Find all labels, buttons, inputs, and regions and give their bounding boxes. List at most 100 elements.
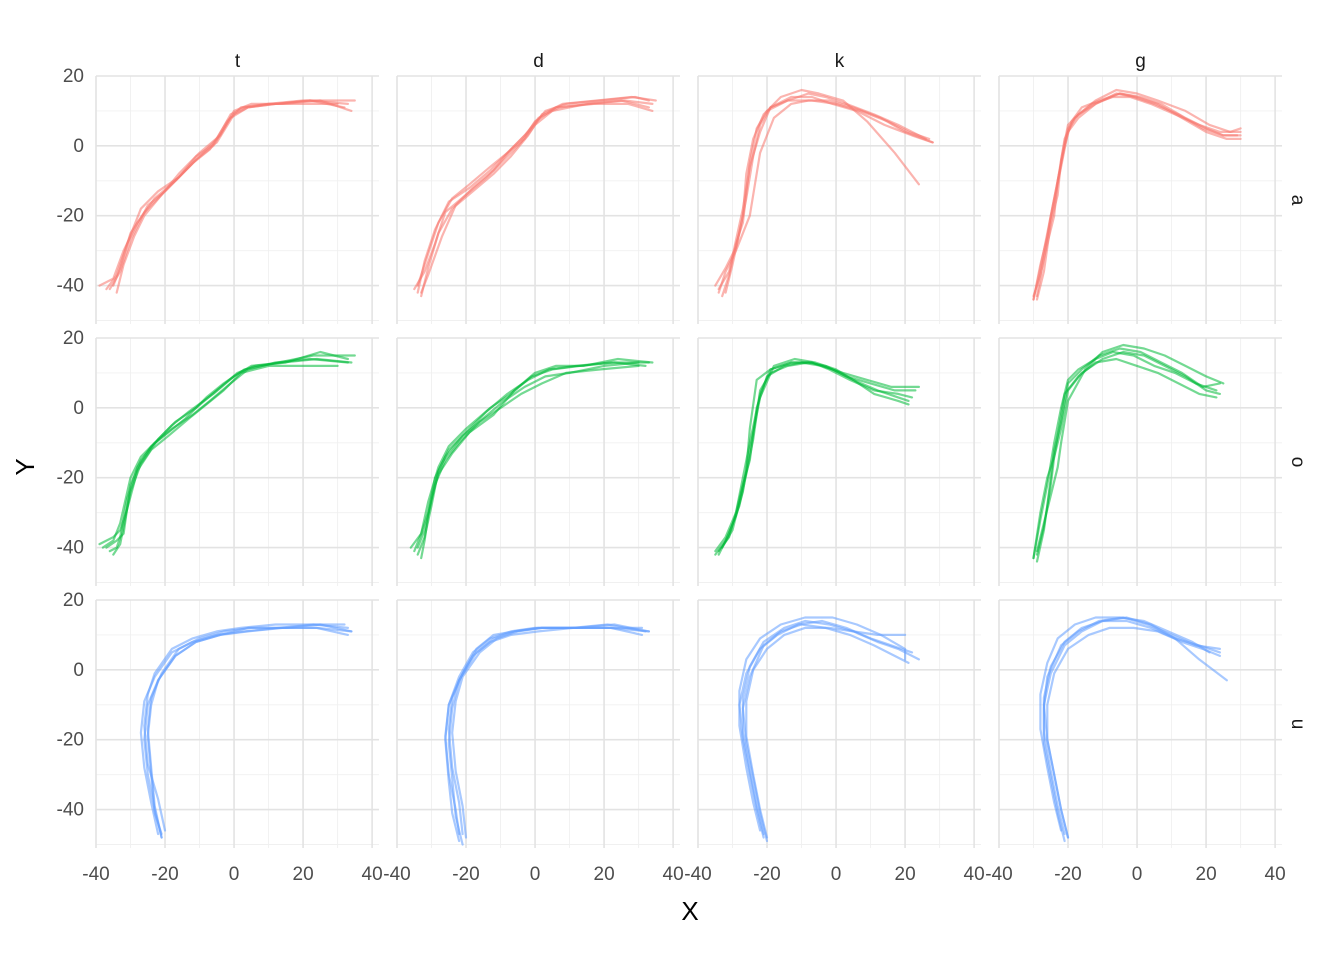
trajectory-line-g-o-1 <box>1032 350 1218 560</box>
trajectory-line-k-u-5 <box>745 626 907 839</box>
x-tick-label: 0 <box>831 864 842 885</box>
trajectory-line-d-u-5 <box>447 623 651 846</box>
panel-k-o <box>714 357 921 556</box>
panel-grid-d-o <box>396 337 680 586</box>
trajectory-line-d-u-3 <box>451 626 651 839</box>
x-tick-label: -20 <box>452 864 479 885</box>
trajectory-line-g-u-1 <box>1042 619 1222 836</box>
panel-d-u <box>444 623 651 846</box>
x-tick-label: 0 <box>530 864 541 885</box>
label-layer: t d k g a o u 20 0 -20 -40 20 0 -20 -40 20 0 -20 -40 -40 -20… <box>57 51 1308 885</box>
trajectory-line-d-a-5 <box>420 95 651 294</box>
curve-layer <box>98 88 1242 846</box>
y-tick-label: -20 <box>57 468 84 489</box>
trajectory-line-t-o-2 <box>105 357 349 549</box>
trajectory-line-t-o-3 <box>108 354 356 553</box>
trajectory-line-g-a-5 <box>1032 92 1239 301</box>
panel-grid-k-u <box>697 599 981 848</box>
trajectory-line-k-a-5 <box>717 99 931 291</box>
x-tick-label: 40 <box>1265 864 1286 885</box>
panel-grid-g-a <box>998 75 1282 324</box>
x-tick-label: -20 <box>753 864 780 885</box>
trajectory-line-t-u-1 <box>143 626 353 839</box>
x-tick-label: -40 <box>82 864 109 885</box>
x-tick-label: -20 <box>1054 864 1081 885</box>
panel-grid-t-a <box>95 75 379 324</box>
x-tick-label: 0 <box>229 864 240 885</box>
panel-g-a <box>1032 88 1242 301</box>
trajectory-line-t-u-5 <box>143 623 346 832</box>
trajectory-line-g-u-4 <box>1039 616 1211 832</box>
panel-g-o <box>1032 343 1225 563</box>
trajectory-line-k-a-1 <box>717 99 934 294</box>
strip-label-column-k: k <box>835 51 845 72</box>
trajectory-line-g-u-2 <box>1046 626 1222 839</box>
trajectory-line-t-a-5 <box>112 99 353 287</box>
x-tick-label: 20 <box>1196 864 1217 885</box>
trajectory-line-g-u-5 <box>1042 616 1228 839</box>
x-axis-title: X <box>681 896 698 926</box>
x-tick-label: -40 <box>985 864 1012 885</box>
panel-grid-d-a <box>396 75 680 324</box>
y-tick-label: -20 <box>57 206 84 227</box>
panel-g-u <box>1039 616 1228 843</box>
strip-label-row-a: a <box>1287 195 1308 206</box>
trajectory-line-t-o-5 <box>112 350 349 556</box>
x-tick-label: 20 <box>895 864 916 885</box>
trajectory-line-t-u-3 <box>146 623 353 839</box>
panel-t-o <box>98 350 356 556</box>
trajectory-line-t-a-3 <box>98 99 356 287</box>
panel-grid-d-u <box>396 599 680 848</box>
x-tick-label: 40 <box>663 864 684 885</box>
y-tick-label: 20 <box>63 590 84 611</box>
grid-layer <box>95 75 1282 848</box>
trajectory-line-d-o-2 <box>416 361 651 556</box>
panel-t-a <box>98 99 356 294</box>
y-tick-label: -20 <box>57 730 84 751</box>
panel-d-a <box>413 95 657 298</box>
strip-label-column-t: t <box>235 51 241 72</box>
trajectory-line-t-a-4 <box>105 99 346 291</box>
y-tick-label: -40 <box>57 800 84 821</box>
x-tick-label: 0 <box>1132 864 1143 885</box>
y-tick-label: 0 <box>73 660 84 681</box>
trajectory-line-k-o-5 <box>714 357 910 556</box>
strip-label-column-g: g <box>1135 51 1146 72</box>
trajectory-line-g-a-4 <box>1035 88 1242 301</box>
panel-grid-g-u <box>998 599 1282 848</box>
x-tick-label: -40 <box>383 864 410 885</box>
y-axis-title: Y <box>10 458 40 475</box>
trajectory-line-k-u-4 <box>738 616 907 832</box>
panel-grid-k-o <box>697 337 981 586</box>
trajectory-line-k-o-1 <box>714 361 921 553</box>
trajectory-line-g-o-3 <box>1035 350 1222 556</box>
y-tick-label: 0 <box>73 398 84 419</box>
trajectory-line-k-u-3 <box>741 619 921 836</box>
y-tick-label: 20 <box>63 328 84 349</box>
trajectory-line-d-o-5 <box>416 357 654 549</box>
y-tick-label: -40 <box>57 276 84 297</box>
y-tick-label: 20 <box>63 66 84 87</box>
trajectory-line-g-o-4 <box>1032 357 1218 560</box>
strip-label-column-d: d <box>533 51 544 72</box>
panel-d-o <box>409 357 654 560</box>
trajectory-line-t-u-2 <box>139 623 349 836</box>
strip-label-row-u: u <box>1287 719 1308 730</box>
y-tick-label: -40 <box>57 538 84 559</box>
x-tick-label: -40 <box>684 864 711 885</box>
panel-t-u <box>139 623 353 839</box>
panel-grid-g-o <box>998 337 1282 586</box>
trajectory-line-t-u-4 <box>146 626 349 836</box>
panel-grid-t-u <box>95 599 379 848</box>
x-tick-label: 20 <box>594 864 615 885</box>
trajectory-line-g-o-5 <box>1035 343 1225 553</box>
y-tick-label: 0 <box>73 136 84 157</box>
x-tick-label: 20 <box>293 864 314 885</box>
x-tick-label: -20 <box>151 864 178 885</box>
panel-k-u <box>738 616 921 843</box>
trajectory-line-k-o-4 <box>717 361 910 553</box>
trajectory-line-g-u-3 <box>1042 616 1222 843</box>
panel-grid-k-a <box>697 75 981 324</box>
strip-label-row-o: o <box>1287 457 1308 468</box>
